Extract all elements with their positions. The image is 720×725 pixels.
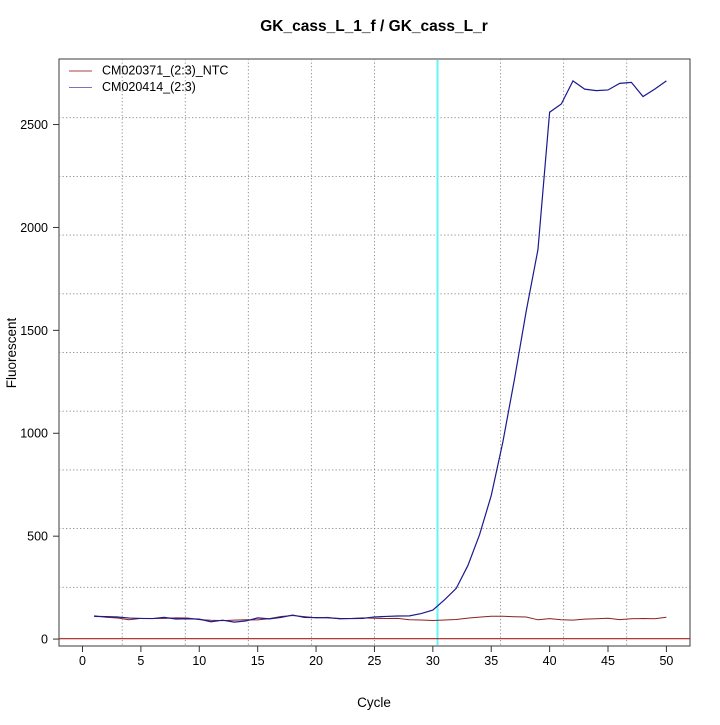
svg-text:Cycle: Cycle: [357, 695, 391, 710]
svg-text:0: 0: [79, 654, 86, 668]
svg-text:2500: 2500: [20, 118, 48, 132]
svg-text:15: 15: [251, 654, 265, 668]
svg-text:CM020414_(2:3): CM020414_(2:3): [102, 80, 196, 94]
svg-text:25: 25: [367, 654, 381, 668]
svg-text:GK_cass_L_1_f / GK_cass_L_r: GK_cass_L_1_f / GK_cass_L_r: [260, 18, 487, 35]
svg-text:0: 0: [41, 633, 48, 647]
svg-text:Fluorescent: Fluorescent: [4, 317, 19, 388]
svg-text:30: 30: [426, 654, 440, 668]
svg-text:500: 500: [27, 530, 48, 544]
svg-text:40: 40: [543, 654, 557, 668]
svg-text:45: 45: [601, 654, 615, 668]
svg-text:5: 5: [137, 654, 144, 668]
svg-text:CM020371_(2:3)_NTC: CM020371_(2:3)_NTC: [102, 64, 228, 78]
svg-text:2000: 2000: [20, 221, 48, 235]
svg-text:1500: 1500: [20, 324, 48, 338]
svg-text:10: 10: [192, 654, 206, 668]
svg-text:1000: 1000: [20, 427, 48, 441]
svg-text:35: 35: [484, 654, 498, 668]
svg-text:20: 20: [309, 654, 323, 668]
svg-text:50: 50: [659, 654, 673, 668]
